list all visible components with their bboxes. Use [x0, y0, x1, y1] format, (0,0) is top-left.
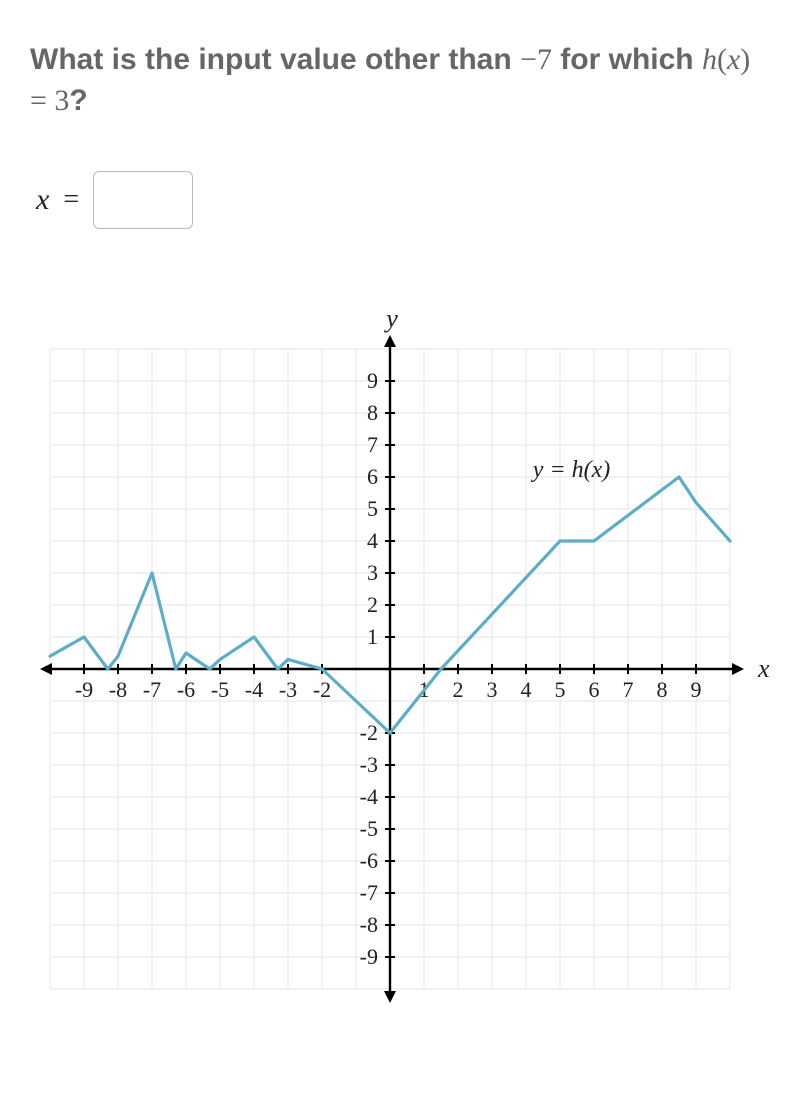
svg-text:4: 4 [521, 677, 532, 702]
svg-text:5: 5 [555, 677, 566, 702]
svg-text:-4: -4 [360, 784, 378, 809]
svg-text:-8: -8 [360, 912, 378, 937]
svg-text:-9: -9 [75, 677, 93, 702]
svg-text:2: 2 [367, 592, 378, 617]
svg-text:5: 5 [367, 496, 378, 521]
svg-text:y = h(x): y = h(x) [531, 457, 610, 483]
svg-text:9: 9 [367, 368, 378, 393]
question-fn: h [702, 43, 717, 76]
question-prefix: What is the input value other than [30, 43, 520, 76]
svg-text:-3: -3 [360, 752, 378, 777]
svg-text:-6: -6 [360, 848, 378, 873]
question-eq: = [30, 84, 54, 117]
svg-text:-7: -7 [143, 677, 161, 702]
svg-text:2: 2 [453, 677, 464, 702]
svg-text:-2: -2 [313, 677, 331, 702]
svg-text:-3: -3 [279, 677, 297, 702]
svg-text:3: 3 [367, 560, 378, 585]
svg-text:6: 6 [589, 677, 600, 702]
svg-text:-8: -8 [109, 677, 127, 702]
question-target: 3 [54, 84, 69, 117]
question-suffix: ? [69, 84, 87, 117]
svg-text:1: 1 [367, 624, 378, 649]
question-text: What is the input value other than −7 fo… [30, 40, 770, 121]
excluded-value: −7 [520, 43, 552, 76]
question-paren-open: ( [717, 43, 727, 76]
question-var: x [727, 43, 740, 76]
answer-row: x = [30, 171, 770, 229]
answer-variable: x [36, 183, 49, 217]
svg-text:6: 6 [367, 464, 378, 489]
svg-text:-7: -7 [360, 880, 378, 905]
svg-text:-5: -5 [211, 677, 229, 702]
svg-text:-5: -5 [360, 816, 378, 841]
chart-svg: -9-8-7-6-5-4-3-2123456789-9-8-7-6-5-4-3-… [30, 309, 770, 1009]
question-middle: for which [552, 43, 702, 76]
svg-text:3: 3 [487, 677, 498, 702]
equals-sign: = [63, 184, 79, 216]
svg-text:9: 9 [691, 677, 702, 702]
svg-text:8: 8 [367, 400, 378, 425]
question-paren-close: ) [740, 43, 750, 76]
svg-text:y: y [383, 309, 398, 333]
svg-text:-2: -2 [360, 720, 378, 745]
svg-text:8: 8 [657, 677, 668, 702]
svg-text:-4: -4 [245, 677, 263, 702]
svg-text:x: x [757, 654, 770, 683]
svg-text:7: 7 [367, 432, 378, 457]
chart: -9-8-7-6-5-4-3-2123456789-9-8-7-6-5-4-3-… [30, 309, 770, 1009]
svg-text:4: 4 [367, 528, 378, 553]
answer-input[interactable] [93, 171, 193, 229]
svg-text:7: 7 [623, 677, 634, 702]
svg-text:-6: -6 [177, 677, 195, 702]
svg-text:-9: -9 [360, 944, 378, 969]
